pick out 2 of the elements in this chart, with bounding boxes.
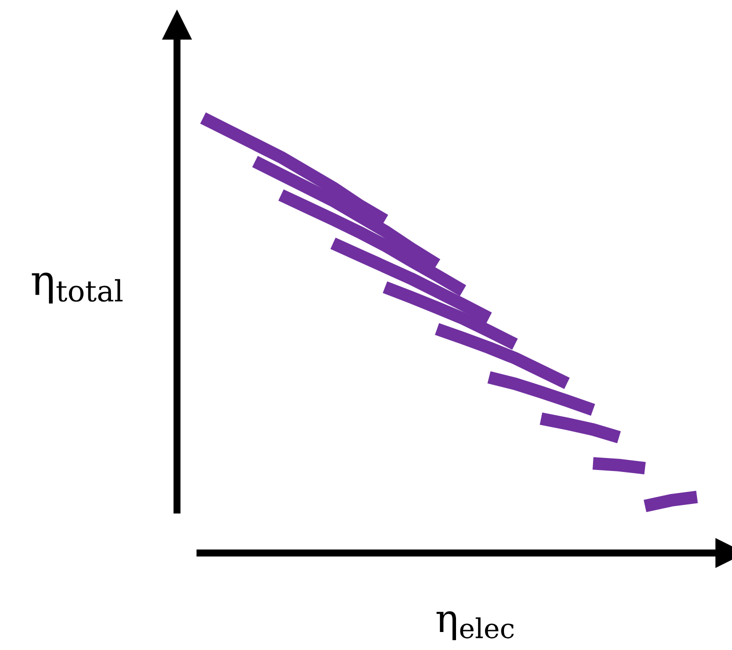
x-axis-title: η$_{elec}$	[436, 611, 514, 640]
y-axis-title: η$_{total}$	[32, 272, 123, 304]
